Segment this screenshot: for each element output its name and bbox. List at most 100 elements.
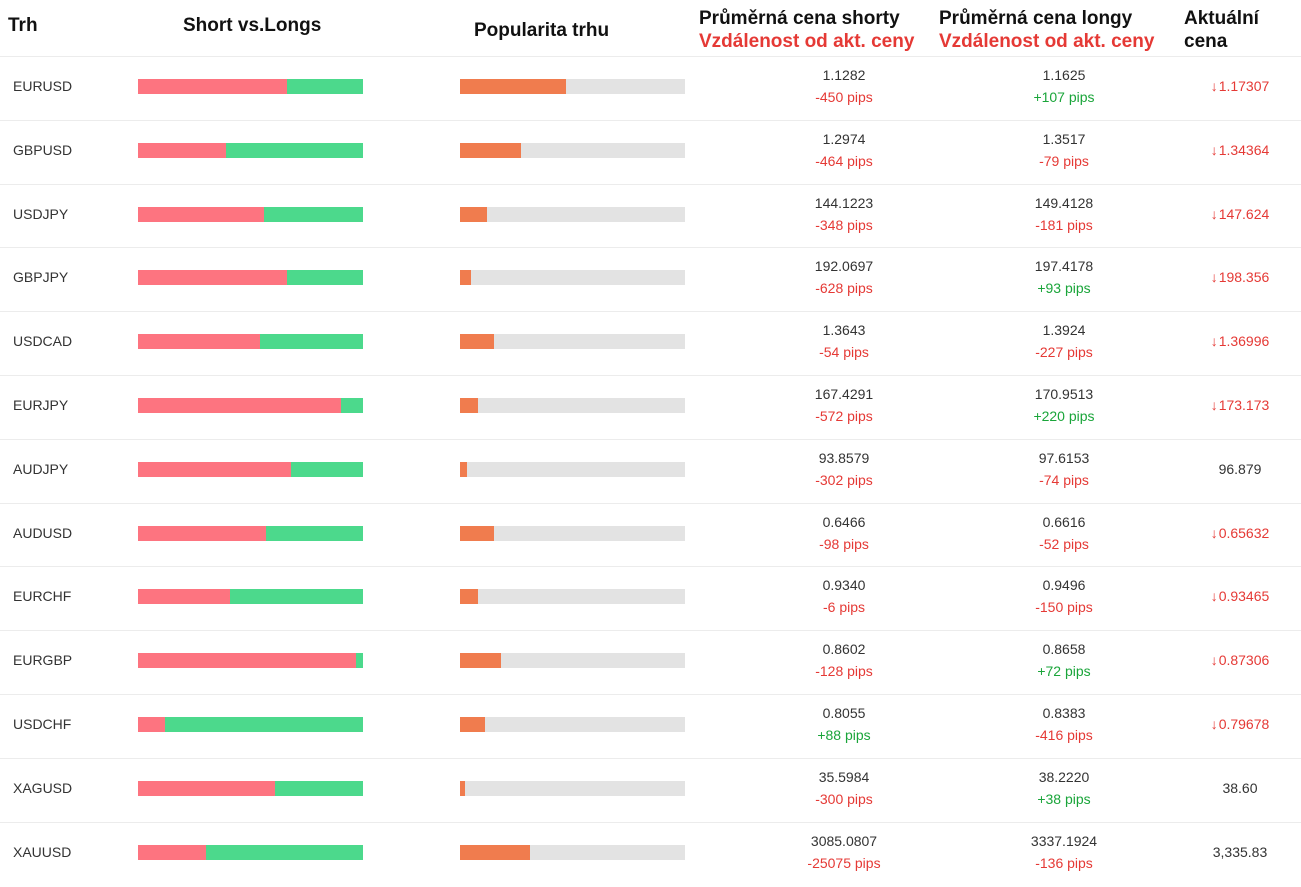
short-vs-long-bar — [138, 461, 363, 477]
arrow-down-icon: ↓ — [1210, 588, 1218, 605]
short-portion — [138, 844, 206, 860]
table-row[interactable]: USDCAD 1.3643 -54 pips 1.3924 -227 pips ↓1.36… — [0, 311, 1301, 375]
short-portion — [138, 142, 226, 158]
market-symbol[interactable]: XAUUSD — [13, 843, 72, 860]
avg-short-price: 167.4291 — [814, 386, 874, 402]
market-symbol[interactable]: GBPJPY — [13, 269, 69, 286]
table-header: Trh Short vs.Longs Popularita trhu Průmě… — [0, 0, 1301, 56]
popularity-bar — [460, 653, 685, 669]
row-divider — [0, 757, 1301, 759]
popularity-bar — [460, 717, 685, 732]
avg-short-price: 0.8055 — [822, 705, 866, 721]
avg-short-cell: 167.4291 -572 pips — [754, 383, 934, 427]
market-symbol[interactable]: EURCHF — [13, 588, 72, 605]
avg-short-pips: -54 pips — [819, 344, 869, 361]
avg-short-cell: 144.1223 -348 pips — [754, 192, 934, 236]
avg-long-pips: +93 pips — [1037, 280, 1091, 297]
current-price-value: 1.34364 — [1218, 141, 1270, 158]
row-divider — [0, 183, 1301, 185]
avg-short-price: 144.1223 — [814, 194, 874, 211]
avg-long-price: 1.1625 — [1042, 67, 1086, 83]
arrow-down-icon: ↓ — [1210, 333, 1218, 350]
avg-long-cell: 0.6616 -52 pips — [974, 511, 1154, 555]
avg-long-cell: 3337.1924 -136 pips — [974, 830, 1154, 874]
current-price-value: 198.356 — [1218, 269, 1270, 286]
avg-long-cell: 0.9496 -150 pips — [974, 574, 1154, 618]
avg-long-price: 197.4178 — [1034, 258, 1094, 275]
table-row[interactable]: XAUUSD 3085.0807 -25075 pips 3337.1924 -136 … — [0, 821, 1301, 886]
popularity-bar — [460, 525, 685, 541]
market-symbol[interactable]: USDCAD — [13, 333, 73, 350]
arrow-down-icon: ↓ — [1210, 716, 1218, 732]
market-symbol[interactable]: EURGBP — [13, 652, 73, 669]
market-symbol[interactable]: XAGUSD — [13, 779, 73, 796]
popularity-bar — [460, 844, 685, 860]
avg-short-cell: 1.2974 -464 pips — [754, 128, 934, 172]
avg-short-cell: 192.0697 -628 pips — [754, 255, 934, 299]
popularity-bar — [460, 461, 685, 477]
row-divider — [0, 694, 1301, 695]
table-row[interactable]: EURUSD 1.1282 -450 pips 1.1625 +107 pips ↓1.1… — [0, 56, 1301, 120]
table-row[interactable]: EURCHF 0.9340 -6 pips 0.9496 -150 pips ↓0.934… — [0, 566, 1301, 630]
short-portion — [138, 79, 287, 94]
avg-long-cell: 1.1625 +107 pips — [974, 64, 1154, 108]
avg-long-pips: -416 pips — [1035, 727, 1093, 743]
market-symbol[interactable]: AUDUSD — [13, 524, 73, 541]
short-vs-long-bar — [138, 525, 363, 541]
current-price-value: 3,335.83 — [1212, 843, 1268, 860]
table-row[interactable]: GBPUSD 1.2974 -464 pips 1.3517 -79 pips ↓1.34… — [0, 119, 1301, 184]
table-row[interactable]: EURJPY 167.4291 -572 pips 170.9513 +220 pips… — [0, 375, 1301, 439]
header-avg-long-subtitle: Vzdálenost od akt. ceny — [939, 31, 1155, 52]
avg-short-price: 1.1282 — [822, 67, 866, 83]
row-divider — [0, 119, 1301, 121]
popularity-bar — [460, 79, 685, 94]
market-symbol[interactable]: EURUSD — [13, 78, 73, 94]
table-row[interactable]: GBPJPY 192.0697 -628 pips 197.4178 +93 pips ↓… — [0, 247, 1301, 311]
arrow-down-icon: ↓ — [1210, 205, 1218, 222]
table-row[interactable]: AUDJPY 93.8579 -302 pips 97.6153 -74 pips 96.… — [0, 438, 1301, 503]
avg-long-price: 0.6616 — [1042, 513, 1086, 530]
avg-long-cell: 170.9513 +220 pips — [974, 383, 1154, 427]
market-symbol[interactable]: USDJPY — [13, 205, 69, 222]
row-divider — [0, 375, 1301, 376]
avg-short-pips: -98 pips — [819, 535, 869, 552]
avg-short-cell: 93.8579 -302 pips — [754, 447, 934, 491]
avg-long-price: 170.9513 — [1034, 386, 1094, 402]
avg-long-cell: 97.6153 -74 pips — [974, 447, 1154, 491]
popularity-bar — [460, 142, 685, 158]
table-row[interactable]: USDJPY 144.1223 -348 pips 149.4128 -181 pips… — [0, 183, 1301, 248]
current-price-value: 0.65632 — [1218, 524, 1270, 541]
avg-short-cell: 1.3643 -54 pips — [754, 319, 934, 363]
row-divider — [0, 438, 1301, 440]
table-row[interactable]: AUDUSD 0.6466 -98 pips 0.6616 -52 pips ↓0.656… — [0, 502, 1301, 567]
avg-long-price: 3337.1924 — [1030, 832, 1098, 849]
avg-short-price: 1.3643 — [822, 322, 866, 339]
short-portion — [138, 270, 287, 286]
popularity-fill — [460, 589, 478, 605]
market-symbol[interactable]: USDCHF — [13, 716, 72, 732]
avg-short-pips: -128 pips — [815, 663, 873, 680]
short-portion — [138, 653, 357, 669]
avg-long-pips: +220 pips — [1033, 408, 1095, 424]
current-price: ↓0.87306 — [1190, 652, 1290, 668]
market-symbol[interactable]: AUDJPY — [13, 460, 69, 477]
table-row[interactable]: USDCHF 0.8055 +88 pips 0.8383 -416 pips ↓0.79… — [0, 694, 1301, 758]
table-row[interactable]: XAGUSD 35.5984 -300 pips 38.2220 +38 pips 38.… — [0, 757, 1301, 822]
market-symbol[interactable]: EURJPY — [13, 397, 69, 413]
current-price: ↓1.34364 — [1190, 142, 1290, 158]
avg-short-price: 0.9340 — [822, 577, 866, 594]
avg-long-pips: +72 pips — [1037, 663, 1091, 680]
current-price-value: 0.87306 — [1218, 652, 1270, 669]
row-divider — [0, 502, 1301, 504]
avg-long-pips: -181 pips — [1035, 216, 1093, 233]
row-divider — [0, 821, 1301, 823]
market-symbol[interactable]: GBPUSD — [13, 141, 73, 158]
avg-short-pips: -464 pips — [815, 152, 873, 169]
current-price: ↓0.65632 — [1190, 525, 1290, 541]
short-portion — [138, 525, 267, 541]
current-price-value: 147.624 — [1218, 205, 1270, 222]
popularity-fill — [460, 525, 494, 541]
current-price: ↓1.17307 — [1190, 78, 1290, 94]
table-row[interactable]: EURGBP 0.8602 -128 pips 0.8658 +72 pips ↓0.87… — [0, 630, 1301, 694]
header-avg-long-title: Průměrná cena longy — [939, 8, 1133, 29]
